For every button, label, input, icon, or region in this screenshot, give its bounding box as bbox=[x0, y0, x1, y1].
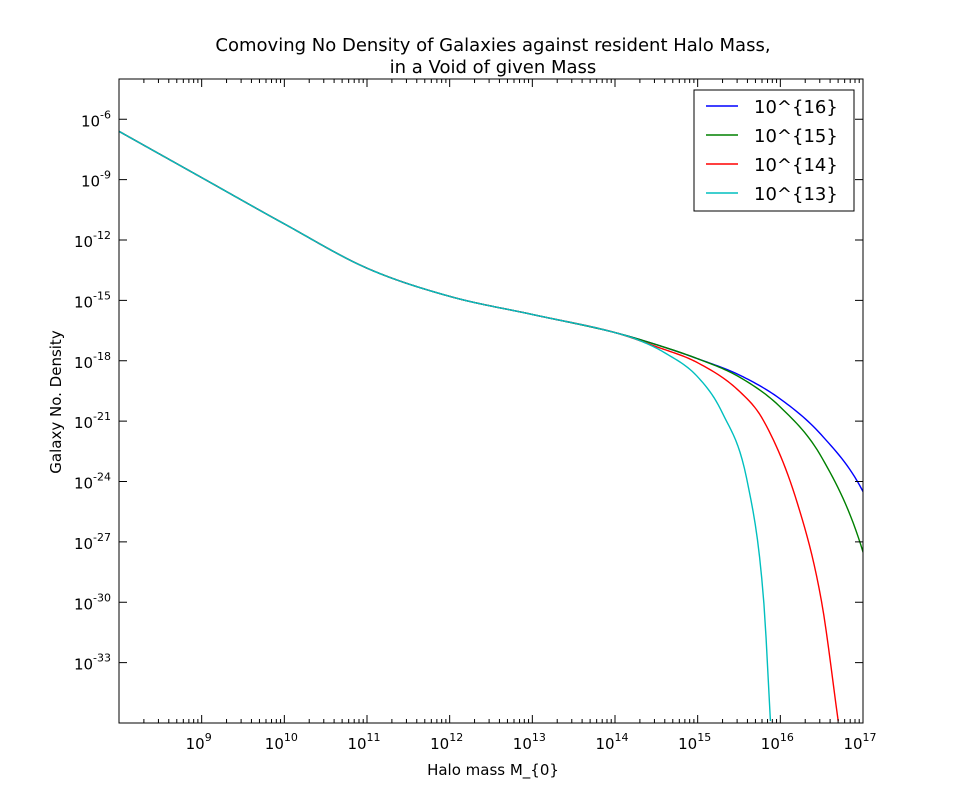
y-tick-label: 10-12 bbox=[74, 229, 111, 251]
series-group bbox=[119, 130, 863, 722]
y-tick-label: 10-30 bbox=[74, 591, 111, 613]
y-tick-label: 10-24 bbox=[74, 471, 111, 493]
legend-label: 10^{15} bbox=[754, 126, 838, 147]
legend-label: 10^{16} bbox=[754, 97, 838, 118]
y-tick-label: 10-15 bbox=[74, 289, 111, 311]
x-tick-label: 1012 bbox=[430, 731, 463, 753]
x-tick-label: 1010 bbox=[265, 731, 298, 753]
x-axis-label: Halo mass M_{0} bbox=[427, 761, 559, 780]
y-tick-label: 10-18 bbox=[74, 350, 111, 372]
x-tick-label: 1016 bbox=[761, 731, 794, 753]
y-tick-label: 10-9 bbox=[81, 169, 111, 191]
axes-group: 109 1010 1011 1012 1013 1014 1015 1016 1017 10-6 1… bbox=[74, 78, 877, 753]
y-tick-label: 10-27 bbox=[74, 531, 111, 553]
y-axis-label: Galaxy No. Density bbox=[47, 330, 65, 474]
chart-title-line2: in a Void of given Mass bbox=[390, 57, 597, 78]
legend-label: 10^{14} bbox=[754, 155, 838, 176]
x-tick-label: 1011 bbox=[347, 731, 380, 753]
x-tick-label: 109 bbox=[186, 731, 212, 753]
legend-box bbox=[693, 89, 855, 212]
y-tick-label: 10-33 bbox=[74, 652, 111, 674]
legend: 10^{16} 10^{15} 10^{14} 10^{13} bbox=[693, 89, 855, 212]
axes-frame bbox=[118, 78, 864, 724]
x-tick-label: 1015 bbox=[678, 731, 711, 753]
chart-title-line1: Comoving No Density of Galaxies against … bbox=[215, 35, 770, 56]
x-tick-label: 1017 bbox=[843, 731, 876, 753]
y-tick-label: 10-21 bbox=[74, 410, 111, 432]
x-tick-label: 1014 bbox=[595, 731, 628, 753]
series-line-4 bbox=[119, 130, 772, 722]
y-tick-label: 10-6 bbox=[81, 108, 111, 130]
legend-label: 10^{13} bbox=[754, 184, 838, 205]
x-tick-label: 1013 bbox=[513, 731, 546, 753]
